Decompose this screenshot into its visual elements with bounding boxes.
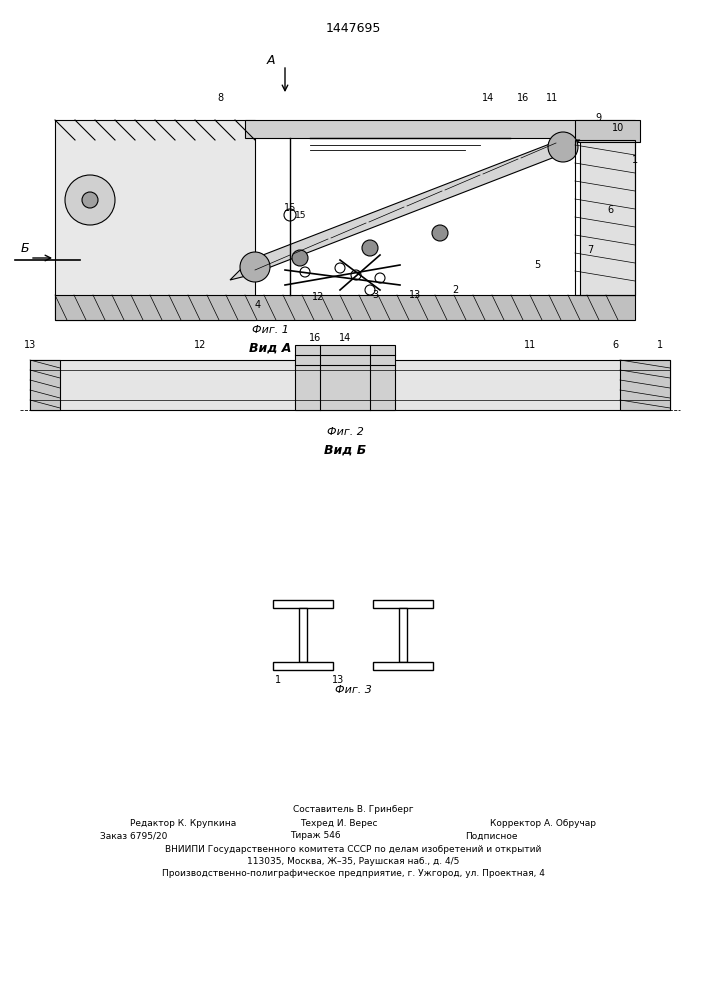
Circle shape: [432, 225, 448, 241]
Text: 1: 1: [632, 155, 638, 165]
Circle shape: [292, 250, 308, 266]
Text: Техред И. Верес: Техред И. Верес: [300, 820, 378, 828]
Text: 1: 1: [657, 340, 663, 350]
Text: 14: 14: [482, 93, 494, 103]
Bar: [575, 120, 640, 142]
Text: 5: 5: [534, 260, 540, 270]
Circle shape: [375, 273, 385, 283]
Bar: [373, 600, 433, 608]
Text: Б: Б: [21, 241, 29, 254]
Text: 16: 16: [517, 93, 529, 103]
Text: 9: 9: [595, 113, 601, 123]
Bar: [399, 608, 407, 662]
Text: 13: 13: [332, 675, 344, 685]
Text: 11: 11: [524, 340, 536, 350]
Text: ВНИИПИ Государственного комитета СССР по делам изобретений и открытий: ВНИИПИ Государственного комитета СССР по…: [165, 846, 541, 854]
Circle shape: [362, 240, 378, 256]
Circle shape: [300, 267, 310, 277]
Bar: [30, 360, 60, 410]
Text: 13: 13: [409, 290, 421, 300]
Text: 6: 6: [612, 340, 618, 350]
Text: 11: 11: [546, 93, 558, 103]
Bar: [273, 600, 333, 608]
Text: 15: 15: [284, 203, 296, 213]
Text: 1447695: 1447695: [325, 21, 380, 34]
Text: Тираж 546: Тираж 546: [290, 832, 341, 840]
Text: Заказ 6795/20: Заказ 6795/20: [100, 832, 168, 840]
Bar: [55, 295, 635, 320]
Bar: [55, 120, 255, 320]
Text: Корректор А. Обручар: Корректор А. Обручар: [490, 820, 596, 828]
Text: 8: 8: [217, 93, 223, 103]
Circle shape: [240, 252, 270, 282]
Text: 2: 2: [452, 285, 458, 295]
Bar: [30, 360, 670, 410]
Circle shape: [284, 209, 296, 221]
Text: Редактор К. Крупкина: Редактор К. Крупкина: [130, 820, 236, 828]
Text: Фиг. 2: Фиг. 2: [327, 427, 363, 437]
Text: Производственно-полиграфическое предприятие, г. Ужгород, ул. Проектная, 4: Производственно-полиграфическое предприя…: [162, 869, 544, 879]
Text: 3: 3: [372, 290, 378, 300]
Polygon shape: [230, 140, 580, 280]
Text: 12: 12: [194, 340, 206, 350]
Circle shape: [82, 192, 98, 208]
Circle shape: [365, 285, 375, 295]
Text: 7: 7: [587, 245, 593, 255]
Bar: [575, 140, 635, 295]
Circle shape: [548, 132, 578, 162]
Text: 16: 16: [309, 333, 321, 343]
Text: Фиг. 3: Фиг. 3: [334, 685, 371, 695]
Bar: [620, 360, 670, 410]
Bar: [580, 140, 635, 295]
Circle shape: [351, 270, 361, 280]
Text: Вид Б: Вид Б: [324, 444, 366, 456]
Text: 14: 14: [339, 333, 351, 343]
Text: 12: 12: [312, 292, 325, 302]
Circle shape: [335, 263, 345, 273]
Text: 13: 13: [24, 340, 36, 350]
Text: A: A: [267, 53, 275, 66]
Bar: [373, 662, 433, 670]
Bar: [273, 662, 333, 670]
Text: Вид А: Вид А: [249, 342, 291, 355]
Bar: [299, 608, 307, 662]
Text: 15: 15: [295, 211, 307, 220]
Circle shape: [65, 175, 115, 225]
Text: Фиг. 1: Фиг. 1: [252, 325, 288, 335]
Text: Составитель В. Гринберг: Составитель В. Гринберг: [293, 806, 414, 814]
Bar: [295, 345, 395, 410]
Text: 1: 1: [275, 675, 281, 685]
Text: Подписное: Подписное: [465, 832, 518, 840]
Text: 4: 4: [255, 300, 261, 310]
Text: 113035, Москва, Ж–35, Раушская наб., д. 4/5: 113035, Москва, Ж–35, Раушская наб., д. …: [247, 857, 459, 866]
Bar: [245, 120, 635, 138]
Text: 6: 6: [607, 205, 613, 215]
Text: 10: 10: [612, 123, 624, 133]
